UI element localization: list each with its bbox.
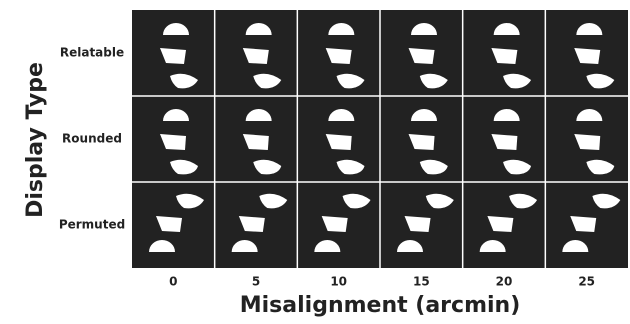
row-label: Relatable (60, 46, 124, 60)
column-label: 10 (330, 275, 347, 289)
figure: Display Type Misalignment (arcmin) Relat… (0, 0, 630, 324)
column-label: 15 (413, 275, 430, 289)
y-axis-title: Display Type (23, 62, 48, 218)
column-label: 5 (252, 275, 260, 289)
column-label: 0 (169, 275, 177, 289)
column-label: 25 (578, 275, 595, 289)
column-label: 20 (496, 275, 513, 289)
row-label: Rounded (62, 132, 122, 146)
row-label: Permuted (59, 218, 125, 232)
x-axis-title: Misalignment (arcmin) (240, 293, 521, 318)
